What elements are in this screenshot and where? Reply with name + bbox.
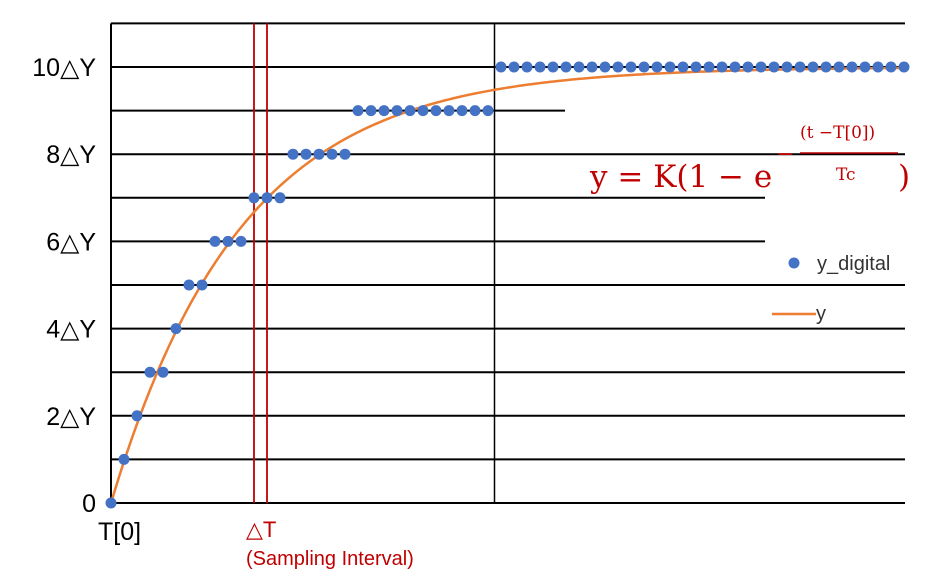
digital-point-36: [573, 61, 585, 73]
digital-point-42: [651, 61, 663, 73]
y-tick-label-0: 0: [82, 490, 96, 518]
digital-point-19: [352, 105, 364, 117]
digital-point-34: [547, 61, 559, 73]
digital-point-47: [716, 61, 728, 73]
digital-point-45: [690, 61, 702, 73]
digital-point-55: [820, 61, 832, 73]
y-tick-labels: 0 2△Y 4△Y 6△Y 8△Y 10△Y: [32, 54, 96, 518]
digital-point-46: [703, 61, 715, 73]
digital-point-59: [872, 61, 884, 73]
digital-point-51: [768, 61, 780, 73]
digital-point-54: [807, 61, 819, 73]
digital-point-43: [664, 61, 676, 73]
digital-point-56: [833, 61, 845, 73]
equation-numerator: (t −T[0]): [800, 123, 875, 143]
digital-point-48: [729, 61, 741, 73]
digital-point-35: [560, 61, 572, 73]
gridlines: [111, 22, 905, 504]
digital-point-21: [378, 105, 390, 117]
equation-close-paren: ): [898, 159, 910, 195]
y-tick-label-2: 4△Y: [46, 316, 96, 344]
digital-point-27: [456, 105, 468, 117]
digital-point-49: [742, 61, 754, 73]
digital-point-20: [365, 105, 377, 117]
digital-point-8: [209, 235, 221, 247]
digital-point-33: [534, 61, 546, 73]
digital-point-13: [274, 192, 286, 204]
legend: y_digital y: [772, 253, 890, 325]
x-origin-label: T[0]: [98, 518, 141, 546]
equation: y = K(1 − e − (t −T[0]) Tc ): [589, 123, 910, 195]
digital-point-3: [144, 366, 156, 378]
vertical-markers: [253, 23, 496, 503]
digital-point-1: [118, 453, 130, 465]
equation-lhs: y = K(1 − e: [589, 159, 772, 195]
y-tick-label-4: 8△Y: [46, 141, 96, 169]
digital-point-12: [261, 192, 273, 204]
y-tick-label-3: 6△Y: [46, 228, 96, 256]
digital-point-11: [248, 192, 260, 204]
digital-point-41: [638, 61, 650, 73]
equation-denominator: Tc: [836, 165, 856, 185]
digital-point-14: [287, 148, 299, 160]
digital-point-25: [430, 105, 442, 117]
digital-point-38: [599, 61, 611, 73]
digital-point-60: [885, 61, 897, 73]
digital-point-39: [612, 61, 624, 73]
digital-point-44: [677, 61, 689, 73]
digital-points: [105, 61, 910, 509]
digital-point-23: [404, 105, 416, 117]
digital-point-9: [222, 235, 234, 247]
digital-point-4: [157, 366, 169, 378]
digital-point-58: [859, 61, 871, 73]
digital-point-37: [586, 61, 598, 73]
digital-point-2: [131, 410, 143, 422]
digital-point-61: [898, 61, 910, 73]
legend-analog-label: y: [816, 303, 826, 325]
digital-point-16: [313, 148, 325, 160]
y-tick-label-5: 10△Y: [32, 54, 96, 82]
digital-point-29: [482, 105, 494, 117]
y-tick-label-1: 2△Y: [46, 403, 96, 431]
legend-digital-marker: [788, 257, 800, 269]
legend-digital-label: y_digital: [817, 253, 890, 275]
digital-point-32: [521, 61, 533, 73]
digital-point-28: [469, 105, 481, 117]
digital-point-31: [508, 61, 520, 73]
digital-point-7: [196, 279, 208, 291]
digital-point-22: [391, 105, 403, 117]
digital-point-10: [235, 235, 247, 247]
equation-exponent-minus: −: [776, 142, 794, 167]
delta-t-label: △T: [246, 517, 276, 542]
digital-point-26: [443, 105, 455, 117]
digital-point-17: [326, 148, 338, 160]
digital-point-6: [183, 279, 195, 291]
digital-point-50: [755, 61, 767, 73]
digital-point-57: [846, 61, 858, 73]
digital-point-0: [105, 497, 117, 509]
digital-point-18: [339, 148, 351, 160]
digital-point-53: [794, 61, 806, 73]
digital-point-52: [781, 61, 793, 73]
delta-t-caption: (Sampling Interval): [246, 548, 414, 570]
digital-point-24: [417, 105, 429, 117]
digital-point-5: [170, 323, 182, 335]
digital-point-40: [625, 61, 637, 73]
digital-point-30: [495, 61, 507, 73]
digital-point-15: [300, 148, 312, 160]
